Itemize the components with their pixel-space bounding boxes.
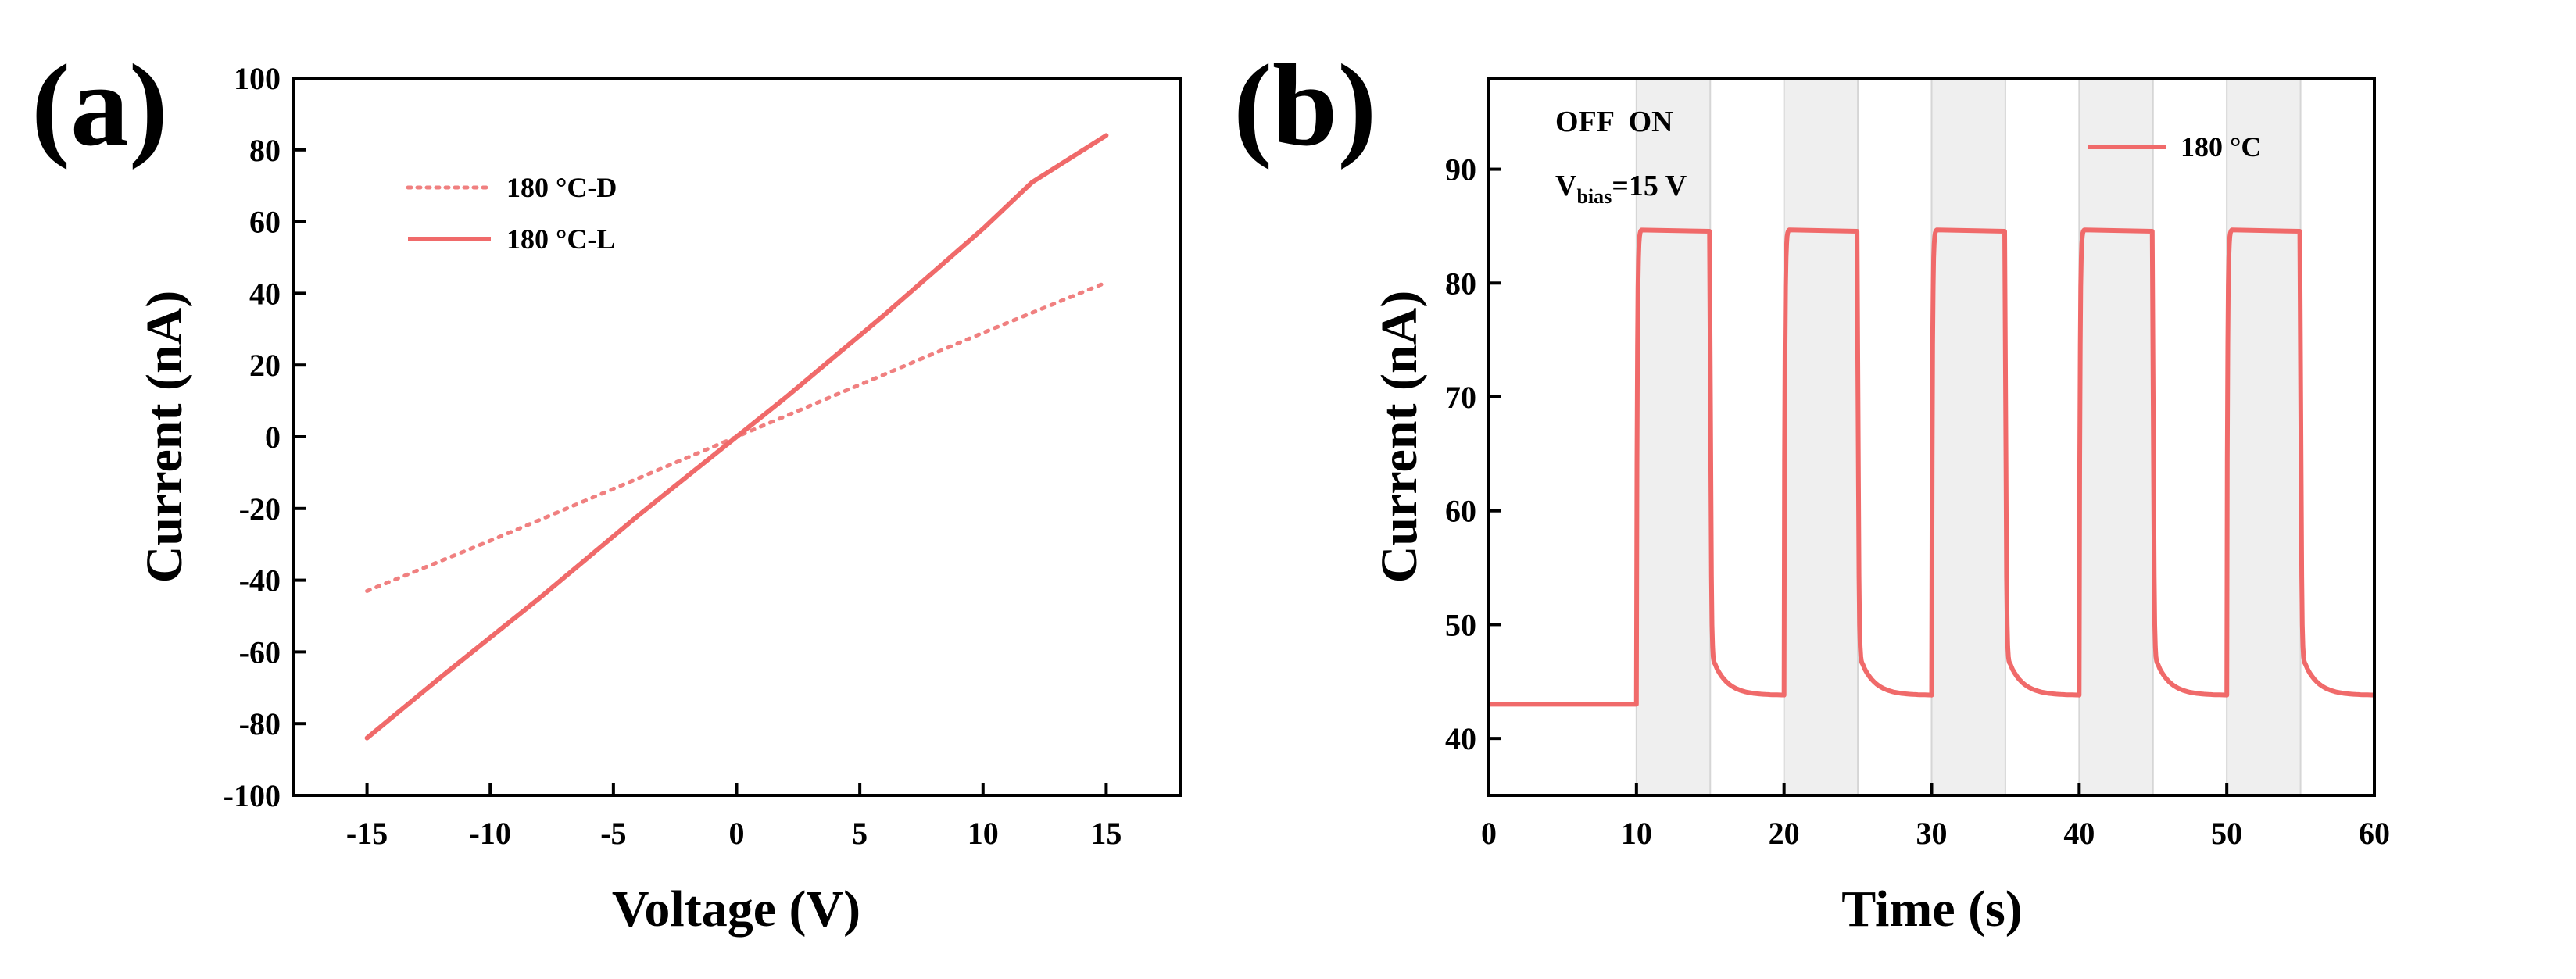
on-interval-shade xyxy=(1931,78,2005,795)
legend-label-180c: 180 °C xyxy=(2181,131,2261,163)
x-tick-label: -15 xyxy=(346,816,388,851)
annotation-bias: Vbias=15 V xyxy=(1555,170,1687,208)
x-tick-label: 0 xyxy=(1481,816,1497,851)
on-interval-shade xyxy=(2227,78,2301,795)
panel-b-x-axis-title: Time (s) xyxy=(1841,881,2023,938)
panel-b-legend: 180 °C xyxy=(2088,131,2261,163)
x-tick-label: 60 xyxy=(2359,816,2390,851)
y-tick-label: -40 xyxy=(239,563,281,598)
panel-a-marks xyxy=(364,133,1109,741)
on-interval-shade xyxy=(1636,78,1711,795)
series-line-180c xyxy=(1489,227,2375,707)
y-tick-label: 70 xyxy=(1445,380,1476,415)
legend-label-180c-d: 180 °C-D xyxy=(506,172,617,203)
chart-panel-a: (a) -15 -10 -5 0 5 10 15 -100 -80 -60 -40 -20 0 20 40… xyxy=(31,41,1182,938)
series-line-180c-l xyxy=(364,133,1109,741)
y-tick-label: 20 xyxy=(249,348,281,383)
y-tick-label: 100 xyxy=(234,61,281,96)
panel-a-label: (a) xyxy=(31,41,168,170)
y-tick-label: -20 xyxy=(239,491,281,527)
bias-v: V xyxy=(1555,170,1577,202)
panel-a-x-axis-title: Voltage (V) xyxy=(612,881,860,938)
y-tick-label: 80 xyxy=(1445,266,1476,301)
panel-b-y-ticks: 40 50 60 70 80 90 xyxy=(1445,152,1501,756)
bias-subscript: bias xyxy=(1576,185,1612,208)
panel-b-x-ticks: 0 10 20 30 40 50 60 xyxy=(1481,783,2390,851)
y-tick-label: 40 xyxy=(1445,721,1476,756)
panel-a-x-ticks: -15 -10 -5 0 5 10 15 xyxy=(346,783,1122,851)
y-tick-label: 0 xyxy=(265,420,281,455)
y-tick-label: -100 xyxy=(224,778,281,813)
panel-a-legend: 180 °C-D 180 °C-L xyxy=(406,172,617,255)
x-tick-label: 30 xyxy=(1916,816,1948,851)
x-tick-label: -5 xyxy=(600,816,626,851)
x-tick-label: 20 xyxy=(1769,816,1800,851)
bias-value: =15 V xyxy=(1612,170,1687,202)
annotation-off-on: OFF ON xyxy=(1555,105,1673,138)
y-tick-label: -80 xyxy=(239,706,281,741)
y-tick-label: 60 xyxy=(1445,494,1476,529)
y-tick-label: 50 xyxy=(1445,607,1476,642)
x-tick-label: 15 xyxy=(1090,816,1122,851)
panel-b-y-axis-title: Current (nA) xyxy=(1371,291,1428,584)
x-tick-label: 10 xyxy=(968,816,999,851)
legend-label-180c-l: 180 °C-L xyxy=(506,223,615,255)
panel-a-y-axis-title: Current (nA) xyxy=(136,291,193,584)
on-interval-shade xyxy=(2079,78,2153,795)
y-tick-label: 90 xyxy=(1445,152,1476,188)
y-tick-label: 40 xyxy=(249,276,281,311)
x-tick-label: 40 xyxy=(2063,816,2095,851)
x-tick-label: -10 xyxy=(470,816,511,851)
panel-b-label: (b) xyxy=(1233,41,1376,170)
x-tick-label: 10 xyxy=(1621,816,1652,851)
on-interval-shade xyxy=(1784,78,1859,795)
y-tick-label: -60 xyxy=(239,634,281,670)
panel-a-y-ticks: -100 -80 -60 -40 -20 0 20 40 60 80 100 xyxy=(224,61,306,813)
y-tick-label: 60 xyxy=(249,205,281,240)
x-tick-label: 50 xyxy=(2211,816,2242,851)
panel-b-marks xyxy=(1489,227,2375,707)
x-tick-label: 5 xyxy=(852,816,868,851)
panel-b-on-shading xyxy=(1635,78,2302,795)
x-tick-label: 0 xyxy=(729,816,745,851)
y-tick-label: 80 xyxy=(249,133,281,168)
